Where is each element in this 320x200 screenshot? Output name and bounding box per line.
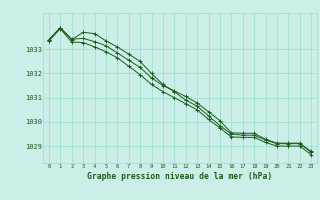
X-axis label: Graphe pression niveau de la mer (hPa): Graphe pression niveau de la mer (hPa) [87,172,273,181]
